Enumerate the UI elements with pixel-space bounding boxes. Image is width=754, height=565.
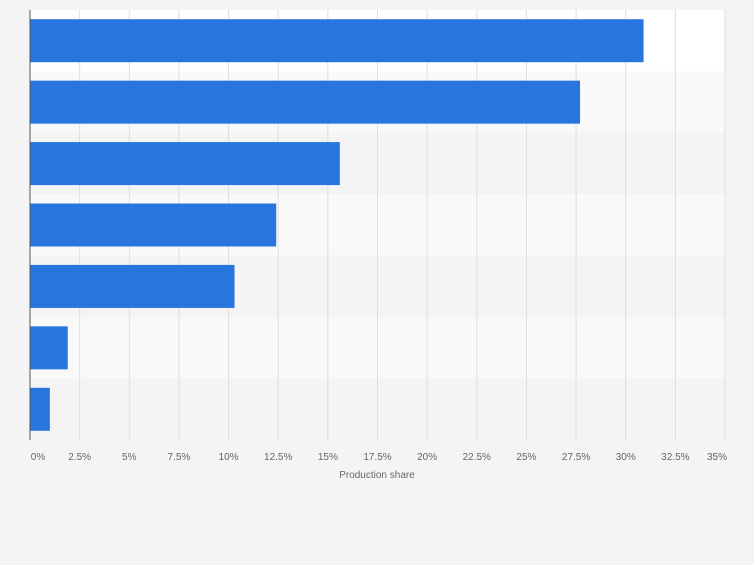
x-tick-label: 10% — [219, 452, 239, 463]
x-tick-labels: 0% 2.5% 5% 7.5% 10% 12.5% 15% 17.5% 20% 22.5% 25% 2… — [31, 452, 727, 463]
x-tick-label: 35% — [707, 452, 727, 463]
x-tick-label: 7.5% — [168, 452, 191, 463]
bars-group — [30, 19, 644, 431]
x-tick-label: 2.5% — [68, 452, 91, 463]
x-tick-label: 25% — [516, 452, 536, 463]
x-tick-label: 0% — [31, 452, 46, 463]
bar[interactable] — [30, 326, 68, 370]
x-axis-label: Production share — [339, 470, 415, 481]
x-tick-label: 32.5% — [661, 452, 689, 463]
x-tick-label: 12.5% — [264, 452, 292, 463]
bar[interactable] — [30, 264, 235, 308]
x-tick-label: 17.5% — [363, 452, 391, 463]
bar[interactable] — [30, 142, 340, 186]
x-tick-label: 20% — [417, 452, 437, 463]
x-tick-label: 30% — [616, 452, 636, 463]
bar[interactable] — [30, 203, 277, 247]
bar[interactable] — [30, 19, 644, 63]
x-tick-label: 27.5% — [562, 452, 590, 463]
x-tick-label: 5% — [122, 452, 137, 463]
x-tick-label: 22.5% — [463, 452, 491, 463]
bar[interactable] — [30, 80, 581, 124]
bar[interactable] — [30, 387, 50, 431]
x-tick-label: 15% — [318, 452, 338, 463]
